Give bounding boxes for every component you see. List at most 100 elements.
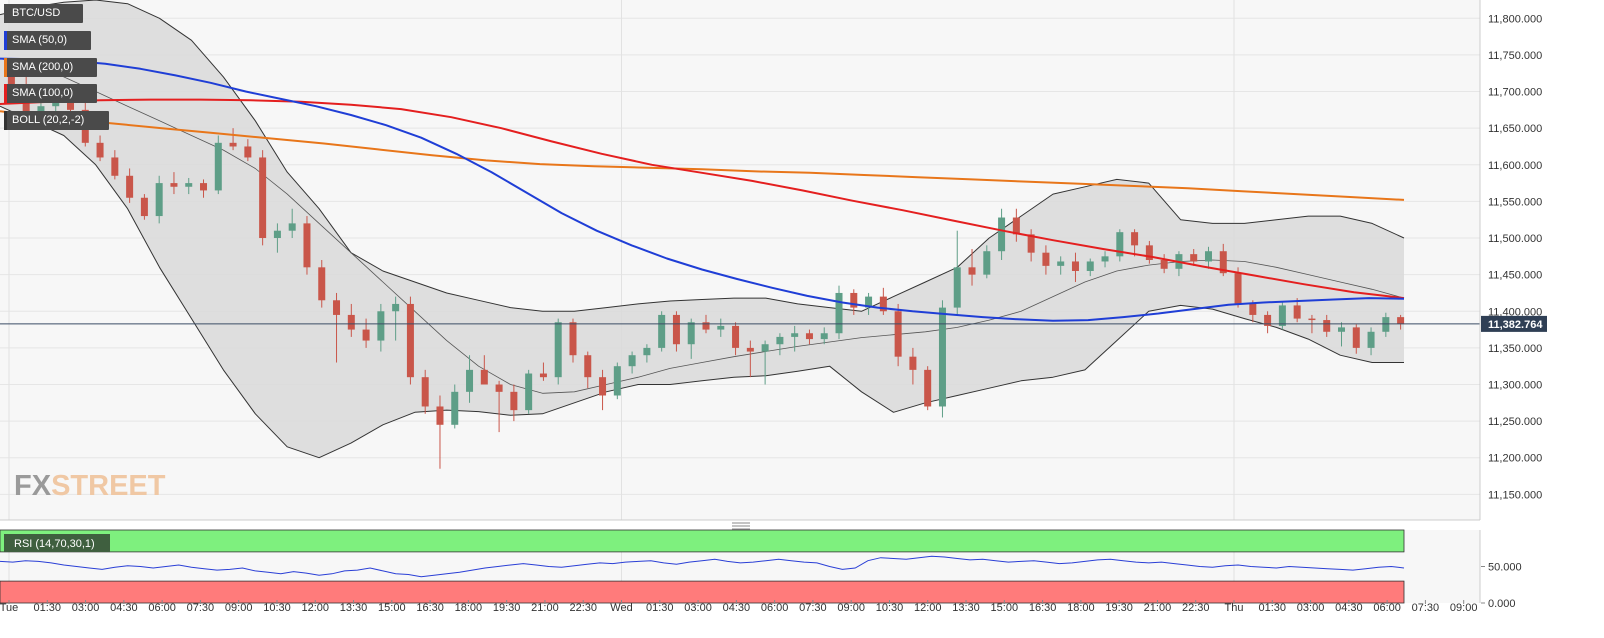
candle-body xyxy=(613,366,621,396)
indicator-color-sma50 xyxy=(4,31,7,50)
x-tick-label: 07:30 xyxy=(799,602,827,614)
x-tick-label: 06:00 xyxy=(761,602,789,614)
x-tick-label: 04:30 xyxy=(723,602,751,614)
indicator-tag-boll[interactable]: BOLL (20,2,-2) xyxy=(4,111,109,130)
x-tick-label: 15:00 xyxy=(378,602,406,614)
indicator-tag-sma200[interactable]: SMA (200,0) xyxy=(4,58,97,77)
x-tick-label: 03:00 xyxy=(684,602,712,614)
symbol-label: BTC/USD xyxy=(12,7,61,19)
candle-body xyxy=(805,333,813,340)
x-tick-label: 09:00 xyxy=(1450,602,1478,614)
x-tick-label: 18:00 xyxy=(1067,602,1095,614)
candle-body xyxy=(67,98,75,110)
indicator-tag-sma50[interactable]: SMA (50,0) xyxy=(4,31,91,50)
candle-body xyxy=(717,325,725,330)
y-tick-label: 11,200.000 xyxy=(1488,453,1542,465)
candle-body xyxy=(480,369,488,385)
y-tick-label: 11,800.000 xyxy=(1488,13,1542,25)
x-tick-label: 01:30 xyxy=(1259,602,1287,614)
indicator-label-sma50: SMA (50,0) xyxy=(12,34,68,46)
x-tick-label: Thu xyxy=(1225,602,1244,614)
candle-body xyxy=(569,322,577,356)
sma100-line xyxy=(0,98,1405,300)
candle-body xyxy=(1101,256,1109,262)
bollinger-lower-line xyxy=(0,105,1404,459)
candle-body xyxy=(702,322,710,330)
candle-body xyxy=(229,142,237,147)
candle-body xyxy=(1190,254,1198,262)
candle-body xyxy=(1160,260,1168,269)
x-tick-label: 03:00 xyxy=(72,602,100,614)
y-tick-label: 11,250.000 xyxy=(1488,416,1542,428)
x-tick-label: 13:30 xyxy=(952,602,980,614)
candle-body xyxy=(1204,251,1212,262)
indicator-label-boll: BOLL (20,2,-2) xyxy=(12,114,85,126)
y-tick-label: 11,500.000 xyxy=(1488,233,1542,245)
candle-body xyxy=(170,183,178,187)
rsi-overbought-zone xyxy=(0,529,1405,553)
candle-body xyxy=(288,223,296,231)
candle-body xyxy=(362,329,370,341)
candle-body xyxy=(983,251,991,275)
candle-body xyxy=(1042,252,1050,266)
candle-body xyxy=(392,303,400,312)
candle-body xyxy=(1249,303,1257,315)
x-tick-label: 10:30 xyxy=(263,602,291,614)
indicator-label-sma100: SMA (100,0) xyxy=(12,87,74,99)
rsi-line xyxy=(0,555,1405,578)
candle-body xyxy=(273,230,281,239)
y-tick-label: 11,350.000 xyxy=(1488,343,1542,355)
candle-body xyxy=(776,336,784,345)
rsi-label: RSI (14,70,30,1) xyxy=(14,538,95,550)
x-tick-label: 13:30 xyxy=(340,602,368,614)
candle-body xyxy=(1131,232,1139,246)
candle-body xyxy=(894,311,902,357)
candle-body xyxy=(953,267,961,308)
candle-body xyxy=(495,384,503,392)
current-price-label: 11,382.764 xyxy=(1488,319,1543,331)
x-tick-label: 12:00 xyxy=(301,602,329,614)
candle-body xyxy=(155,183,163,217)
y-tick-label: 11,400.000 xyxy=(1488,306,1542,318)
indicator-tag-sma100[interactable]: SMA (100,0) xyxy=(4,84,97,103)
candle-body xyxy=(406,303,414,378)
x-tick-label: 12:00 xyxy=(914,602,942,614)
y-tick-label: 11,700.000 xyxy=(1488,87,1542,99)
candle-body xyxy=(1352,327,1360,348)
sma200-line xyxy=(0,110,1405,201)
rsi-y-tick-label: 50.000 xyxy=(1488,562,1522,574)
candle-body xyxy=(525,373,533,411)
candle-body xyxy=(1278,305,1286,326)
candle-body xyxy=(628,355,636,367)
candle-body xyxy=(791,333,799,337)
candle-body xyxy=(1057,261,1065,266)
rsi-oversold-zone xyxy=(0,580,1405,604)
x-tick-label: 04:30 xyxy=(1335,602,1363,614)
logo-street: STREET xyxy=(51,470,166,502)
symbol-tag[interactable]: BTC/USD xyxy=(4,4,83,23)
candle-body xyxy=(761,344,769,352)
candle-body xyxy=(746,347,754,352)
candle-body xyxy=(1308,318,1316,321)
y-tick-label: 11,300.000 xyxy=(1488,380,1542,392)
y-tick-label: 11,150.000 xyxy=(1488,489,1542,501)
candle-body xyxy=(1397,317,1405,324)
y-tick-label: 11,550.000 xyxy=(1488,196,1542,208)
y-tick-label: 11,650.000 xyxy=(1488,123,1542,135)
candle-body xyxy=(1012,217,1020,235)
bollinger-middle-line xyxy=(0,58,1405,394)
candle-body xyxy=(539,373,547,378)
candle-body xyxy=(924,369,932,407)
x-tick-label: 21:00 xyxy=(531,602,559,614)
candle-body xyxy=(909,356,917,370)
indicator-label-sma200: SMA (200,0) xyxy=(12,61,74,73)
rsi-y-tick-label: 0.000 xyxy=(1488,598,1516,610)
bollinger-band-fill xyxy=(0,0,1404,458)
candle-body xyxy=(303,223,311,268)
x-tick-label: 06:00 xyxy=(148,602,176,614)
x-tick-label: 10:30 xyxy=(876,602,904,614)
candle-body xyxy=(111,157,119,176)
candle-body xyxy=(318,267,326,301)
candle-body xyxy=(968,267,976,275)
